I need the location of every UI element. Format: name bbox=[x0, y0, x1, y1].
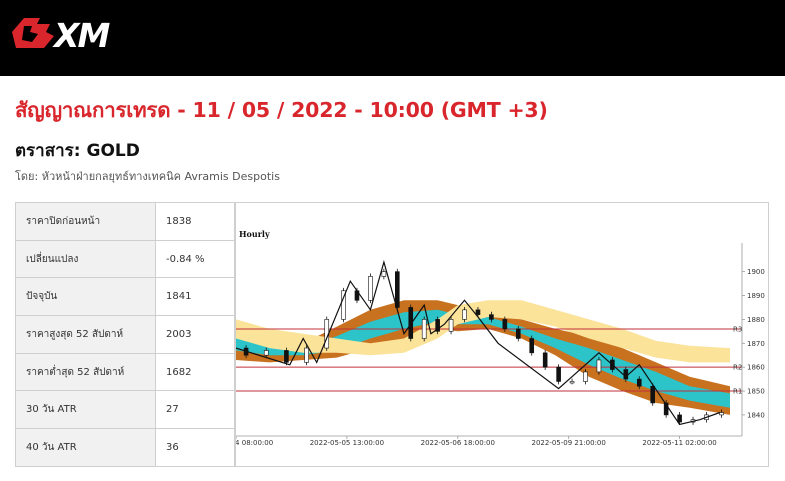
x-tick-label: 2022-05-06 18:00:00 bbox=[421, 439, 495, 447]
level-label-R3: R3 bbox=[733, 325, 742, 333]
stat-value: 36 bbox=[155, 428, 235, 467]
table-row: เปลี่ยนแปลง -0.84 % bbox=[15, 239, 235, 279]
candle-body bbox=[368, 276, 373, 301]
y-tick-label: 1900 bbox=[747, 268, 765, 276]
candle-body bbox=[502, 319, 508, 330]
x-tick-label: 2022-05-09 21:00:00 bbox=[532, 439, 606, 447]
stat-value: 27 bbox=[155, 390, 235, 430]
stat-value: -0.84 % bbox=[155, 239, 235, 279]
stat-label: ราคาปิดก่อนหน้า bbox=[15, 202, 156, 241]
y-tick-label: 1880 bbox=[747, 316, 765, 324]
price-chart: R3 R2 R1 1840 1850 1860 1870 1880 1890 1900 2022-… bbox=[235, 202, 769, 467]
candle-body bbox=[623, 369, 629, 380]
timeframe-label: Hourly bbox=[239, 229, 270, 239]
stat-label: ปัจจุบัน bbox=[15, 277, 156, 317]
candle-body bbox=[515, 328, 521, 339]
candle-body bbox=[596, 359, 602, 373]
candle-body bbox=[284, 350, 289, 363]
stat-value: 1838 bbox=[155, 202, 235, 241]
candle-body bbox=[583, 371, 588, 382]
candle-body bbox=[677, 414, 682, 423]
candle-body bbox=[529, 338, 535, 354]
stat-label: ราคาสูงสุด 52 สัปดาห์ bbox=[15, 315, 156, 354]
stat-label: เปลี่ยนแปลง bbox=[15, 239, 156, 279]
y-tick-label: 1890 bbox=[747, 292, 765, 300]
svg-text:XM: XM bbox=[52, 16, 110, 54]
xm-logo-icon[interactable]: XM bbox=[10, 12, 135, 54]
candle-body bbox=[569, 381, 575, 384]
stat-label: ราคาต่ำสุด 52 สัปดาห์ bbox=[15, 352, 156, 392]
table-row: ปัจจุบัน 1841 bbox=[15, 277, 235, 317]
candle-body bbox=[489, 314, 494, 320]
stat-label: 30 วัน ATR bbox=[15, 390, 156, 430]
instrument-heading: ตราสาร: GOLD bbox=[15, 141, 140, 161]
table-row: 40 วัน ATR 36 bbox=[15, 428, 235, 467]
axis-layer: 1840 1850 1860 1870 1880 1890 1900 2022-05-04 0… bbox=[236, 243, 765, 447]
table-row: 30 วัน ATR 27 bbox=[15, 390, 235, 430]
level-label-R1: R1 bbox=[733, 388, 742, 396]
stat-label: 40 วัน ATR bbox=[15, 428, 156, 467]
x-tick-label: 2022-05-05 13:00:00 bbox=[310, 439, 384, 447]
stats-table: ราคาปิดก่อนหน้า 1838 เปลี่ยนแปลง -0.84 % ป… bbox=[15, 202, 235, 467]
band-mid bbox=[236, 309, 730, 408]
candle-body bbox=[663, 402, 669, 416]
author-byline: โดย: หัวหน้าฝ่ายกลยุทธ์ทางเทคนิค Avramis… bbox=[15, 170, 280, 183]
y-tick-label: 1870 bbox=[747, 340, 765, 348]
y-tick-label: 1860 bbox=[747, 364, 765, 372]
candle-body bbox=[719, 412, 724, 416]
y-tick-label: 1850 bbox=[747, 388, 765, 396]
candle-body bbox=[650, 385, 656, 404]
candle-body bbox=[421, 319, 427, 339]
level-label-R2: R2 bbox=[733, 364, 742, 372]
candle-body bbox=[475, 309, 481, 315]
candle-body bbox=[395, 271, 400, 308]
candle-body bbox=[408, 307, 414, 339]
levels-layer: R3 R2 R1 bbox=[236, 325, 742, 396]
chart-canvas: R3 R2 R1 1840 1850 1860 1870 1880 1890 1900 2022-… bbox=[236, 229, 765, 447]
band-light bbox=[236, 300, 730, 363]
table-row: ราคาปิดก่อนหน้า 1838 bbox=[15, 202, 235, 241]
stat-value: 1682 bbox=[155, 352, 235, 392]
candle-body bbox=[636, 378, 642, 387]
table-row: ราคาสูงสุด 52 สัปดาห์ 2003 bbox=[15, 315, 235, 354]
table-row: ราคาต่ำสุด 52 สัปดาห์ 1682 bbox=[15, 352, 235, 392]
x-tick-label: 2022-05-04 08:00:00 bbox=[236, 439, 273, 447]
candle-body bbox=[341, 290, 346, 320]
candle-body bbox=[542, 352, 548, 368]
page-title: สัญญาณการเทรด - 11 / 05 / 2022 - 10:00 (… bbox=[15, 98, 548, 122]
y-tick-label: 1840 bbox=[747, 411, 765, 419]
candle-body bbox=[304, 347, 309, 363]
stat-value: 1841 bbox=[155, 277, 235, 317]
bands-layer bbox=[236, 300, 730, 415]
zigzag-line bbox=[236, 259, 721, 426]
candle-body bbox=[556, 366, 561, 382]
site-header: XM bbox=[0, 0, 785, 76]
price-layer bbox=[236, 259, 724, 426]
stat-value: 2003 bbox=[155, 315, 235, 354]
candle-body bbox=[381, 271, 387, 277]
x-tick-label: 2022-05-11 02:00:00 bbox=[642, 439, 716, 447]
candle-body bbox=[435, 319, 440, 332]
candle-body bbox=[462, 309, 467, 320]
candle-body bbox=[263, 350, 269, 356]
candle-body bbox=[448, 319, 454, 332]
